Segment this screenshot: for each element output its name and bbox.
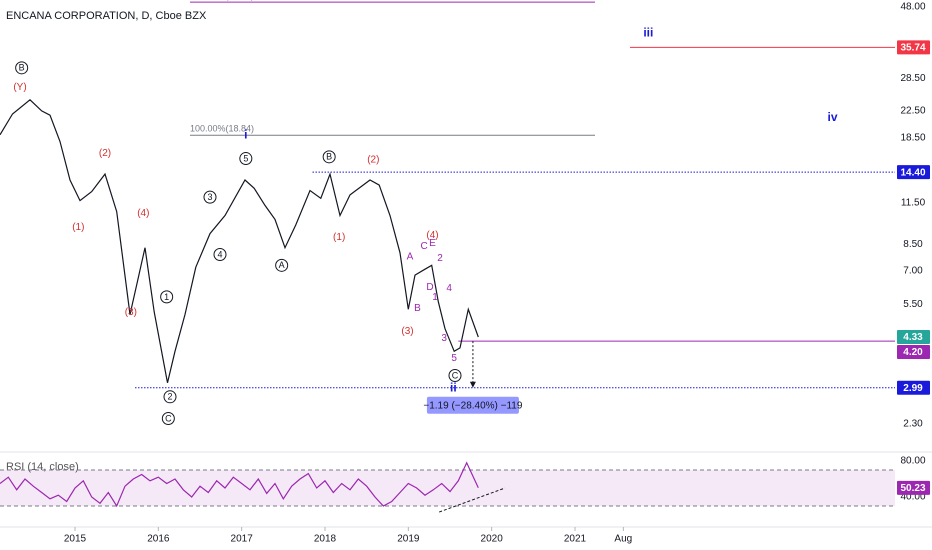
x-tick-label: 2018	[314, 534, 337, 545]
x-tick-label: 2015	[64, 534, 87, 545]
measure-box	[426, 396, 519, 414]
y-tick-label: 5.50	[903, 299, 923, 310]
wave-label: B	[326, 152, 332, 162]
x-tick-label: 2017	[231, 534, 254, 545]
rsi-badge-label: 50.23	[900, 483, 925, 494]
rsi-tick-label: 40.00	[900, 492, 925, 503]
wave-label: A	[407, 251, 414, 262]
wave-circle	[160, 290, 174, 304]
wave-label: 2	[437, 253, 443, 264]
wave-label: (1)	[333, 232, 345, 243]
x-tick-label: 2019	[397, 534, 420, 545]
price-badge	[897, 329, 930, 344]
x-tick-label: 2021	[564, 534, 587, 545]
wave-label: 5	[451, 353, 457, 364]
level-text: 100.00%(18.84)	[190, 124, 254, 134]
wave-label: (2)	[367, 155, 379, 166]
measure-arrowhead	[469, 381, 476, 388]
wave-label: (4)	[137, 208, 149, 219]
x-tick-label: Aug	[614, 534, 632, 545]
wave-label: 1	[432, 292, 438, 303]
wave-label: C	[421, 241, 428, 252]
y-tick-label: 28.50	[900, 73, 925, 84]
wave-label: (2)	[99, 148, 111, 159]
measure-label: −1.19 (−28.40%) −119	[423, 400, 522, 411]
wave-circle	[322, 150, 336, 164]
x-tick-label: 2016	[147, 534, 170, 545]
wave-circle	[213, 248, 227, 262]
price-badge-label: 2.99	[903, 383, 923, 394]
wave-label: C	[165, 413, 172, 423]
price-line	[0, 99, 479, 383]
price-badge-label: 4.20	[903, 347, 923, 358]
wave-label: (1)	[72, 222, 84, 233]
x-tick-label: 2020	[481, 534, 504, 545]
price-badge-label: 4.33	[903, 332, 923, 343]
wave-label: ii	[450, 380, 457, 394]
wave-circle	[275, 258, 289, 272]
price-badge	[897, 165, 930, 180]
wave-label: i	[244, 128, 247, 142]
price-line	[0, 461, 479, 508]
y-tick-label: 18.50	[900, 132, 925, 143]
wave-label: 5	[243, 153, 248, 163]
price-badge	[897, 380, 930, 395]
wave-label: (3)	[125, 307, 137, 318]
wave-label: 3	[441, 333, 447, 344]
wave-label: A	[279, 260, 285, 270]
wave-circle	[239, 152, 253, 166]
y-tick-label: 22.50	[900, 106, 925, 117]
wave-label: B	[19, 63, 25, 73]
chart-title: ENCANA CORPORATION, D, Cboe BZX	[6, 10, 207, 22]
wave-label: 4	[446, 283, 452, 294]
wave-circle	[161, 412, 175, 426]
wave-label: 2	[167, 392, 172, 402]
wave-label: 4	[217, 249, 222, 259]
wave-label: (Y)	[13, 82, 26, 93]
y-tick-label: 7.00	[903, 266, 923, 277]
rsi-tick-label: 80.00	[900, 456, 925, 467]
rsi-band	[0, 470, 895, 507]
wave-label: B	[414, 303, 421, 314]
wave-circle	[163, 390, 177, 404]
wave-label: D	[426, 282, 433, 293]
level-text: 161.80%(49.71)	[190, 0, 254, 1]
y-tick-label: 2.30	[903, 418, 923, 429]
wave-label: iv	[827, 110, 837, 124]
price-badge	[897, 40, 930, 55]
wave-circle	[203, 190, 217, 204]
wave-label: E	[429, 238, 436, 249]
wave-label: (3)	[401, 326, 413, 337]
wave-label: (4)	[426, 230, 438, 241]
y-tick-label: 11.50	[901, 198, 926, 209]
price-badge-label: 14.40	[900, 167, 925, 178]
price-badge	[897, 344, 930, 359]
rsi-badge	[897, 480, 930, 495]
wave-circle	[15, 61, 29, 75]
wave-label: 3	[207, 192, 212, 202]
rsi-trendline	[438, 487, 506, 513]
wave-label: iii	[643, 26, 653, 40]
wave-label: 1	[164, 292, 169, 302]
y-tick-label: 48.00	[900, 2, 925, 13]
wave-circle	[448, 369, 462, 383]
y-tick-label: 8.50	[903, 239, 923, 250]
price-badge-label: 35.74	[900, 43, 925, 54]
wave-label: C	[452, 370, 459, 380]
